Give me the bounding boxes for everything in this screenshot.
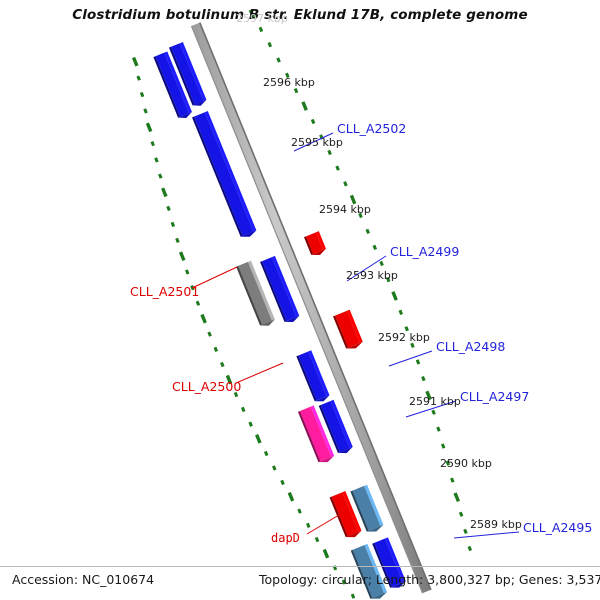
ruler-tick-label: 2594 kbp xyxy=(319,203,371,216)
ruler-tick-label: 2592 kbp xyxy=(378,331,430,344)
ruler-tick-marks xyxy=(131,9,473,599)
footer-divider xyxy=(0,566,600,567)
gene-feature[interactable] xyxy=(303,231,326,256)
gene-feature[interactable] xyxy=(236,260,275,326)
label-leader-lines xyxy=(191,132,520,539)
ruler-tick-label: 2591 kbp xyxy=(409,395,461,408)
gene-label-cll_a2500[interactable]: CLL_A2500 xyxy=(172,379,242,394)
ruler-tick-label: 2596 kbp xyxy=(263,76,315,89)
gene-label-cll_a2501[interactable]: CLL_A2501 xyxy=(130,284,200,299)
accession-text: Accession: NC_010674 xyxy=(12,572,155,587)
ruler-tick-label: 2593 kbp xyxy=(346,269,398,282)
gene-label-dapd[interactable]: dapD xyxy=(271,531,300,545)
ruler-tick-label: 2597 kbp xyxy=(236,12,288,25)
gene-feature-layer[interactable] xyxy=(153,41,406,599)
gene-feature[interactable] xyxy=(318,399,353,454)
gene-feature[interactable] xyxy=(350,484,384,532)
page-title: Clostridium botulinum B str. Eklund 17B,… xyxy=(72,7,528,23)
gene-label-cll_a2495[interactable]: CLL_A2495 xyxy=(523,520,593,535)
gene-feature[interactable] xyxy=(350,543,388,599)
gene-label-cll_a2498[interactable]: CLL_A2498 xyxy=(436,339,506,354)
gene-feature[interactable] xyxy=(168,41,207,106)
ruler-tick-label: 2589 kbp xyxy=(470,518,522,531)
gene-feature[interactable] xyxy=(329,491,362,538)
gene-feature[interactable] xyxy=(372,537,406,588)
gene-label-cll_a2497[interactable]: CLL_A2497 xyxy=(460,389,530,404)
ruler-tick-label: 2595 kbp xyxy=(291,136,343,149)
gene-feature[interactable] xyxy=(192,111,257,237)
gene-feature[interactable] xyxy=(153,51,192,118)
gene-feature[interactable] xyxy=(296,350,330,402)
gene-label-cll_a2499[interactable]: CLL_A2499 xyxy=(390,244,460,259)
ruler-tick-label: 2590 kbp xyxy=(440,457,492,470)
genome-axis xyxy=(190,22,432,594)
gene-feature[interactable] xyxy=(260,255,300,323)
genome-summary-text: Topology: circular; Length: 3,800,327 bp… xyxy=(259,572,600,587)
gene-feature[interactable] xyxy=(333,309,363,349)
gene-feature[interactable] xyxy=(297,405,335,463)
gene-label-cll_a2502[interactable]: CLL_A2502 xyxy=(337,121,407,136)
